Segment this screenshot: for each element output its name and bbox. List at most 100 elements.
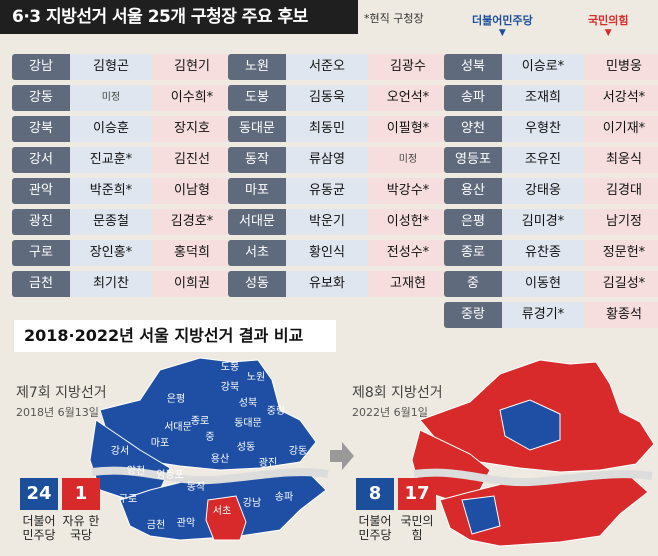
dem-candidate: 우형찬 xyxy=(502,116,584,142)
ppp-candidate: 오언석* xyxy=(368,85,448,111)
map-district-label: 중랑 xyxy=(267,405,285,417)
ppp-candidate: 황종석 xyxy=(584,302,658,328)
e7-other-count: 1 xyxy=(62,478,100,510)
election-7-title: 제7회 지방선거 xyxy=(16,385,107,401)
ppp-candidate: 이남형 xyxy=(152,178,232,204)
dem-candidate: 조재희 xyxy=(502,85,584,111)
map-district-label: 동작 xyxy=(187,481,205,493)
map-district-label: 강북 xyxy=(221,381,239,393)
dem-candidate: 유보화 xyxy=(286,271,368,297)
district-name: 서초 xyxy=(228,240,286,266)
arrow-right-icon xyxy=(330,442,354,470)
district-name: 중랑 xyxy=(444,302,502,328)
dem-candidate: 황인식 xyxy=(286,240,368,266)
map-district-label: 마포 xyxy=(151,437,169,449)
e8-other-label: 국민의 힘 xyxy=(400,514,434,542)
party-legend-dem: 더불어민주당 ▼ xyxy=(472,12,533,38)
district-name: 강남 xyxy=(12,54,70,80)
dem-candidate: 미정 xyxy=(70,85,152,111)
district-name: 마포 xyxy=(228,178,286,204)
district-name: 은평 xyxy=(444,209,502,235)
dem-candidate: 이동현 xyxy=(502,271,584,297)
dem-candidate: 이승로* xyxy=(502,54,584,80)
map-district-label: 중 xyxy=(205,431,214,443)
ppp-candidate: 박강수* xyxy=(368,178,448,204)
map-district-label: 광진 xyxy=(259,457,277,469)
ppp-candidate: 이필형* xyxy=(368,116,448,142)
map-district-label: 성북 xyxy=(239,397,257,409)
map-district-label: 구로 xyxy=(119,494,137,505)
ppp-candidate: 김길성* xyxy=(584,271,658,297)
map-district-label: 송파 xyxy=(275,491,293,503)
map-district-label: 강서 xyxy=(111,445,129,457)
ppp-candidate: 이수희* xyxy=(152,85,232,111)
party-ppp-label: 국민의힘 xyxy=(588,14,629,27)
election-7-date: 2018년 6월13일 xyxy=(16,406,99,419)
district-name: 노원 xyxy=(228,54,286,80)
district-name: 송파 xyxy=(444,85,502,111)
map-district-label: 서초 xyxy=(213,505,231,517)
map-district-label: 은평 xyxy=(167,393,185,405)
dem-candidate: 강태웅 xyxy=(502,178,584,204)
ppp-candidate: 남기정 xyxy=(584,209,658,235)
dem-candidate: 이승훈 xyxy=(70,116,152,142)
comparison-title: 2018·2022년 서울 지방선거 결과 비교 xyxy=(14,320,336,352)
map-district-label: 도봉 xyxy=(221,361,239,373)
ppp-candidate: 김현기 xyxy=(152,54,232,80)
map-district-label: 노원 xyxy=(247,371,265,383)
ppp-candidate: 서강석* xyxy=(584,85,658,111)
dem-candidate: 유찬종 xyxy=(502,240,584,266)
map-district-label: 강동 xyxy=(289,445,307,457)
map-district-label: 서대문 xyxy=(164,421,192,433)
map-2018-north xyxy=(99,357,317,471)
election-8-date: 2022년 6월1일 xyxy=(352,406,428,419)
map-district-label: 금천 xyxy=(147,519,165,531)
page-title: 6·3 지방선거 서울 25개 구청장 주요 후보 xyxy=(0,0,358,34)
ppp-candidate: 김경호* xyxy=(152,209,232,235)
ppp-candidate: 이성헌* xyxy=(368,209,448,235)
ppp-candidate: 최웅식 xyxy=(584,147,658,173)
dem-candidate: 박준희* xyxy=(70,178,152,204)
district-name: 강동 xyxy=(12,85,70,111)
dem-candidate: 김동욱 xyxy=(286,85,368,111)
dem-candidate: 박운기 xyxy=(286,209,368,235)
district-name: 금천 xyxy=(12,271,70,297)
district-name: 광진 xyxy=(12,209,70,235)
ppp-candidate: 김진선 xyxy=(152,147,232,173)
e7-dem-label: 더불어 민주당 xyxy=(22,514,56,542)
district-name: 성북 xyxy=(444,54,502,80)
down-triangle-icon: ▼ xyxy=(604,28,612,38)
district-name: 성동 xyxy=(228,271,286,297)
dem-candidate: 장인홍* xyxy=(70,240,152,266)
e7-other-label: 자유 한국당 xyxy=(62,514,100,542)
down-triangle-icon: ▼ xyxy=(498,28,506,38)
dem-candidate: 진교훈* xyxy=(70,147,152,173)
ppp-candidate: 고재현 xyxy=(368,271,448,297)
map-2018-seocho xyxy=(205,495,247,541)
river-2018 xyxy=(91,466,329,485)
incumbent-note: *현직 구청장 xyxy=(364,12,424,25)
dem-candidate: 최기찬 xyxy=(70,271,152,297)
map-district-label: 영등포 xyxy=(156,469,184,481)
dem-candidate: 김미경* xyxy=(502,209,584,235)
district-name: 양천 xyxy=(444,116,502,142)
dem-candidate: 서준오 xyxy=(286,54,368,80)
comparison-map-area: 제7회 지방선거 2018년 6월13일 제8회 지방선거 2022년 6월1일… xyxy=(0,350,658,556)
e7-dem-count: 24 xyxy=(20,478,58,510)
district-name: 관악 xyxy=(12,178,70,204)
ppp-candidate: 미정 xyxy=(368,147,448,173)
map-2022-north-blue xyxy=(499,399,561,451)
dem-candidate: 최동민 xyxy=(286,116,368,142)
map-district-label: 강남 xyxy=(243,497,261,509)
district-name: 강북 xyxy=(12,116,70,142)
ppp-candidate: 홍덕희 xyxy=(152,240,232,266)
header: 6·3 지방선거 서울 25개 구청장 주요 후보 *현직 구청장 더불어민주당… xyxy=(0,0,658,42)
district-name: 동대문 xyxy=(228,116,286,142)
map-district-label: 관악 xyxy=(177,517,195,529)
party-legend-ppp: 국민의힘 ▼ xyxy=(588,12,628,38)
river-2022 xyxy=(413,468,653,487)
ppp-candidate: 김경대 xyxy=(584,178,658,204)
ppp-candidate: 민병웅 xyxy=(584,54,658,80)
